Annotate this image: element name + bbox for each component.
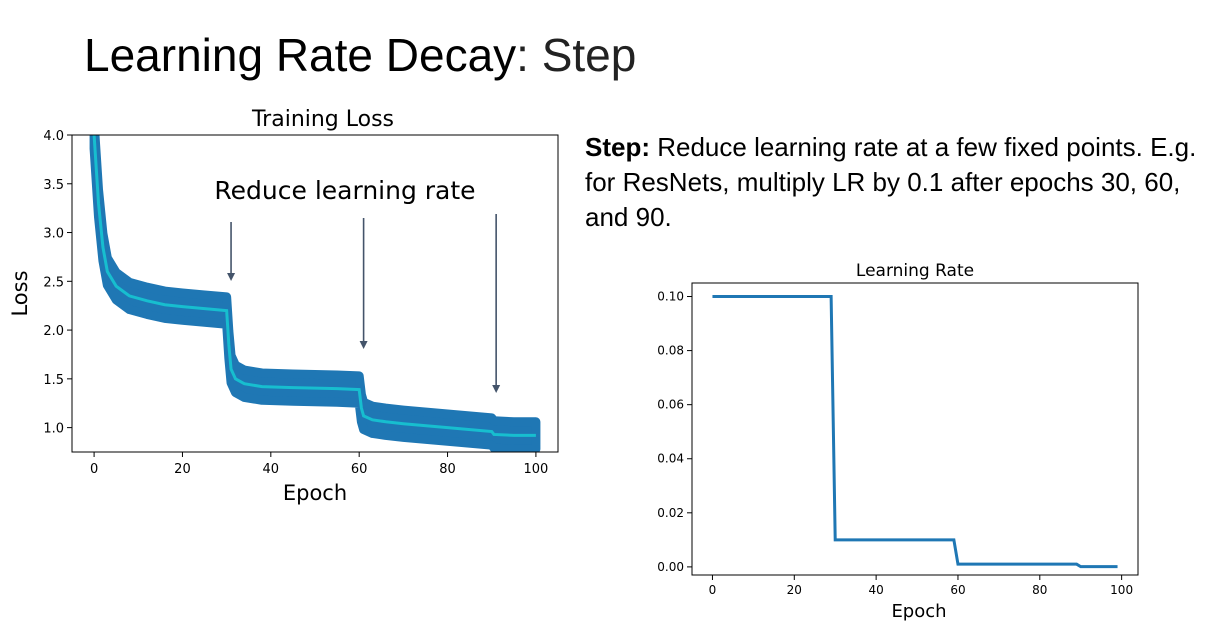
lr-plot-frame xyxy=(691,282,1139,576)
loss-plot-frame xyxy=(71,134,559,453)
loss-noise-band xyxy=(89,135,541,452)
lr-chart-title: Learning Rate xyxy=(856,261,974,281)
loss-x-tick-label: 40 xyxy=(263,462,280,477)
training-loss-plot-layer: 0 20 40 60 80 100 1.0 1.5 2.0 2.5 3.0 3.5 4.0 Trainin… xyxy=(8,107,559,505)
loss-x-tick-label: 0 xyxy=(90,462,98,477)
description-text: Step: Reduce learning rate at a few fixe… xyxy=(585,130,1215,235)
description-bold: Step: xyxy=(585,132,650,162)
lr-x-axis-label: Epoch xyxy=(891,601,946,622)
slide-title-separator: : xyxy=(516,29,542,81)
lr-x-tick-label: 60 xyxy=(950,583,965,597)
lr-y-tick-label: 0.02 xyxy=(657,506,684,520)
lr-series-line xyxy=(712,295,1118,569)
lr-y-tick-label: 0.04 xyxy=(657,452,684,466)
loss-y-tick-label: 4.0 xyxy=(43,129,64,144)
loss-series-line xyxy=(92,135,536,437)
slide-title-sub: Step xyxy=(541,29,637,81)
annotation-arrow-head xyxy=(492,385,501,393)
loss-x-tick-label: 60 xyxy=(351,462,368,477)
learning-rate-plot-layer: 0 20 40 60 80 100 0.00 0.02 0.04 0.06 0.08 0.10 Lear… xyxy=(657,261,1139,622)
loss-y-axis-label: Loss xyxy=(8,270,32,316)
loss-chart-title: Training Loss xyxy=(251,107,394,132)
lr-x-tick-label: 40 xyxy=(868,583,883,597)
loss-y-tick-label: 3.5 xyxy=(43,178,64,193)
loss-y-tick-label: 1.0 xyxy=(43,422,64,437)
loss-y-tick-label: 1.5 xyxy=(43,373,64,388)
loss-y-tick-label: 3.0 xyxy=(43,227,64,242)
loss-x-axis-label: Epoch xyxy=(283,481,347,505)
lr-y-tick-label: 0.06 xyxy=(657,398,684,412)
slide-title-main: Learning Rate Decay xyxy=(84,29,517,81)
loss-x-tick-label: 100 xyxy=(523,462,548,477)
training-loss-chart: 0 20 40 60 80 100 1.0 1.5 2.0 2.5 3.0 3.5 4.0 Trainin… xyxy=(8,107,559,505)
lr-x-tick-label: 20 xyxy=(787,583,802,597)
loss-y-tick-label: 2.5 xyxy=(43,275,64,290)
lr-y-tick-label: 0.10 xyxy=(657,290,684,304)
lr-y-tick-label: 0.08 xyxy=(657,344,684,358)
lr-x-tick-label: 0 xyxy=(709,583,717,597)
lr-x-tick-label: 100 xyxy=(1110,583,1133,597)
lr-x-tick-label: 80 xyxy=(1032,583,1047,597)
loss-x-tick-label: 80 xyxy=(439,462,456,477)
annotation-arrow-head xyxy=(359,341,368,349)
lr-y-tick-label: 0.00 xyxy=(657,560,684,574)
learning-rate-chart: 0 20 40 60 80 100 0.00 0.02 0.04 0.06 0.08 0.10 Lear… xyxy=(657,261,1139,622)
loss-x-tick-label: 20 xyxy=(174,462,191,477)
loss-y-tick-label: 2.0 xyxy=(43,324,64,339)
description-body: Reduce learning rate at a few fixed poin… xyxy=(585,132,1197,232)
annotation-arrow-head xyxy=(227,273,236,281)
slide-title: Learning Rate Decay: Step xyxy=(84,26,636,84)
reduce-lr-annotation: Reduce learning rate xyxy=(214,176,475,205)
